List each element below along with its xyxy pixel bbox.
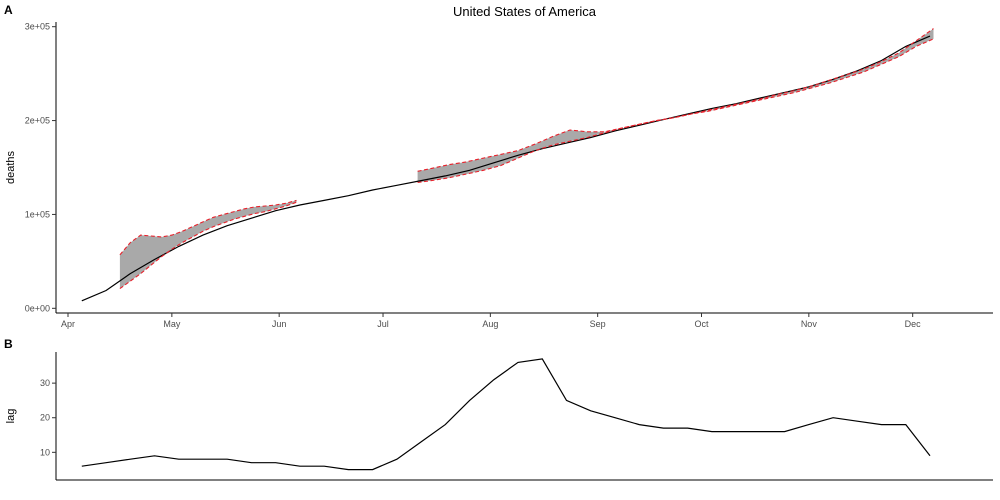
x-tick-label: Nov — [801, 319, 818, 329]
y-axis-label: lag — [5, 409, 17, 424]
y-tick-label: 1e+05 — [25, 209, 50, 219]
ribbon-band-2 — [417, 28, 934, 183]
x-tick-label: Aug — [482, 319, 498, 329]
series-line-1 — [81, 35, 931, 302]
x-tick-label: May — [163, 319, 181, 329]
chart-title: United States of America — [453, 4, 597, 19]
panel-label-b: B — [4, 337, 13, 351]
ribbon-upper-bound-2 — [417, 28, 934, 172]
panel-a-deaths-chart: United States of America deaths 0e+00 1e+05… — [5, 4, 993, 329]
y-tick-label: 20 — [40, 413, 50, 423]
x-tick-label: Dec — [905, 319, 922, 329]
ribbon-band-1 — [119, 200, 297, 289]
x-tick-label: Sep — [590, 319, 606, 329]
y-tick-label: 30 — [40, 378, 50, 388]
y-tick-label: 10 — [40, 447, 50, 457]
x-tick-label: Jul — [377, 319, 389, 329]
y-tick-label: 0e+00 — [25, 303, 50, 313]
ribbon-lower-bound-1 — [119, 201, 297, 290]
x-tick-label: Oct — [695, 319, 710, 329]
y-tick-label: 3e+05 — [25, 22, 50, 32]
series-line-1 — [81, 358, 931, 471]
x-tick-label: Jun — [272, 319, 287, 329]
y-axis-label: deaths — [5, 150, 17, 184]
ribbon-upper-bound-1 — [119, 199, 297, 256]
panel-b-lag-chart: lag 10 20 30 — [5, 352, 993, 481]
y-tick-label: 2e+05 — [25, 116, 50, 126]
ribbon-lower-bound-2 — [417, 38, 934, 184]
x-tick-label: Apr — [61, 319, 75, 329]
panel-label-a: A — [4, 3, 13, 17]
